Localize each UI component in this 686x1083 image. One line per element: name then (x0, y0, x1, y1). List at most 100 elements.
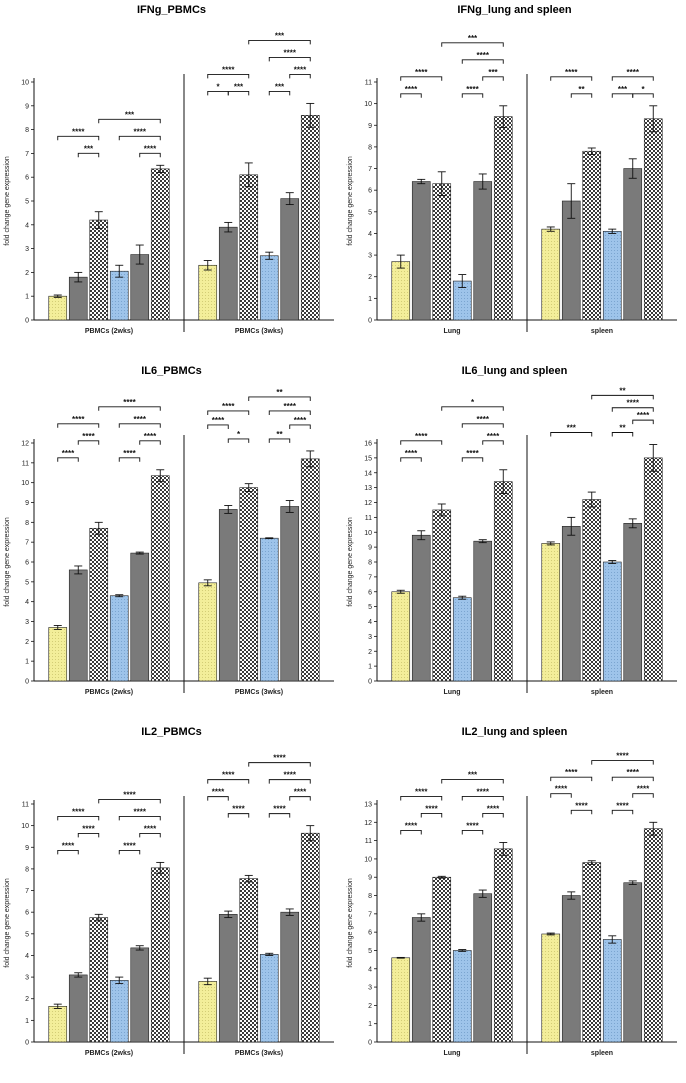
chart-title: IFNg_PBMCs (137, 4, 206, 16)
error-bar (224, 910, 233, 919)
y-tick-label: 7 (368, 166, 372, 173)
error-bar (115, 976, 124, 985)
group-label: PBMCs (3wks) (235, 689, 283, 696)
y-tick-label: 2 (368, 649, 372, 656)
y-tick-label: 1 (368, 1021, 372, 1028)
error-bar (156, 164, 165, 173)
bar (218, 226, 238, 321)
error-bar (224, 221, 233, 233)
significance-label: **** (575, 801, 588, 810)
error-bar (546, 932, 555, 936)
error-bar (546, 226, 555, 232)
significance-label: ** (276, 388, 283, 397)
significance-bracket (57, 457, 79, 462)
significance-bracket (400, 457, 422, 462)
y-tick-label: 14 (364, 470, 372, 477)
y-tick-label: 5 (25, 199, 29, 206)
significance-label: **** (627, 68, 640, 77)
significance-bracket (77, 440, 100, 445)
significance-bracket (461, 59, 504, 64)
y-tick-label: 0 (25, 1040, 29, 1047)
bar (218, 509, 238, 682)
bar (602, 230, 622, 321)
significance-bracket (207, 410, 250, 415)
significance-label: **** (415, 432, 428, 441)
significance-bracket (482, 440, 504, 445)
bar (300, 458, 320, 682)
y-tick-label: 9 (25, 500, 29, 507)
significance-label: **** (222, 65, 235, 74)
significance-bracket (420, 812, 443, 818)
significance-bracket (632, 793, 654, 798)
y-tick-label: 0 (368, 318, 372, 325)
significance-bracket (289, 424, 311, 429)
significance-label: **** (72, 807, 85, 816)
chart-svg: IL2_lung and spleen fold change gene expr… (347, 726, 677, 1057)
chart-panel-il2-pbmcs: IL2_PBMCs fold change gene expression 0 1 2 3… (0, 722, 343, 1083)
error-bar (265, 251, 274, 260)
significance-label: * (216, 82, 220, 91)
y-tick-label: 10 (364, 101, 372, 108)
significance-bracket (611, 809, 634, 815)
bar (259, 537, 279, 682)
error-bar (628, 518, 637, 529)
group-label: Lung (443, 689, 460, 696)
bar (259, 954, 279, 1043)
error-bar (478, 889, 487, 898)
significance-bracket (207, 73, 250, 79)
y-tick-label: 8 (368, 560, 372, 567)
y-tick-label: 1 (368, 296, 372, 303)
significance-label: **** (637, 785, 650, 794)
y-tick-label: 3 (368, 253, 372, 260)
significance-bracket (289, 73, 311, 79)
significance-label: **** (144, 824, 157, 833)
y-tick-label: 7 (25, 540, 29, 547)
bar (541, 228, 561, 321)
significance-label: **** (82, 432, 95, 441)
significance-bracket (441, 406, 504, 411)
y-tick-label: 7 (368, 911, 372, 918)
bar (411, 917, 431, 1043)
bar (130, 947, 150, 1043)
error-bar (74, 972, 83, 978)
significance-bracket (482, 76, 504, 81)
error-bar (437, 875, 446, 879)
y-tick-label: 11 (365, 80, 372, 87)
error-bar (53, 294, 62, 298)
y-axis-label: fold change gene expression (4, 156, 11, 246)
significance-bracket (441, 42, 504, 47)
bar (473, 893, 493, 1043)
significance-label: *** (275, 31, 285, 40)
significance-label: **** (232, 805, 245, 814)
y-tick-label: 1 (25, 294, 29, 301)
significance-label: **** (123, 398, 136, 407)
error-bar (285, 908, 294, 916)
significance-bracket (118, 457, 141, 462)
significance-bracket (118, 135, 161, 141)
significance-label: **** (627, 399, 640, 408)
error-bar (115, 594, 124, 598)
significance-bracket (550, 432, 593, 437)
significance-bracket (98, 406, 161, 411)
bar (150, 867, 170, 1043)
y-tick-label: 13 (364, 802, 372, 809)
significance-label: **** (284, 402, 297, 411)
significance-label: ** (619, 386, 626, 395)
y-tick-label: 3 (368, 634, 372, 641)
chart-panel-ifng-pbmcs: IFNg_PBMCs fold change gene expression 0 1 2… (0, 0, 343, 361)
chart-title: IL2_lung and spleen (462, 726, 568, 738)
significance-bracket (611, 407, 654, 412)
y-tick-label: 2 (25, 996, 29, 1003)
significance-bracket (611, 776, 654, 782)
bar (109, 595, 129, 682)
error-bar (649, 821, 658, 836)
bar (89, 917, 109, 1043)
y-axis-label: fold change gene expression (347, 517, 354, 607)
y-tick-label: 11 (365, 515, 372, 522)
y-tick-label: 4 (368, 619, 372, 626)
significance-label: **** (487, 432, 500, 441)
bar (68, 569, 88, 682)
bar (432, 183, 452, 321)
bar (239, 174, 259, 321)
bar (150, 168, 170, 321)
